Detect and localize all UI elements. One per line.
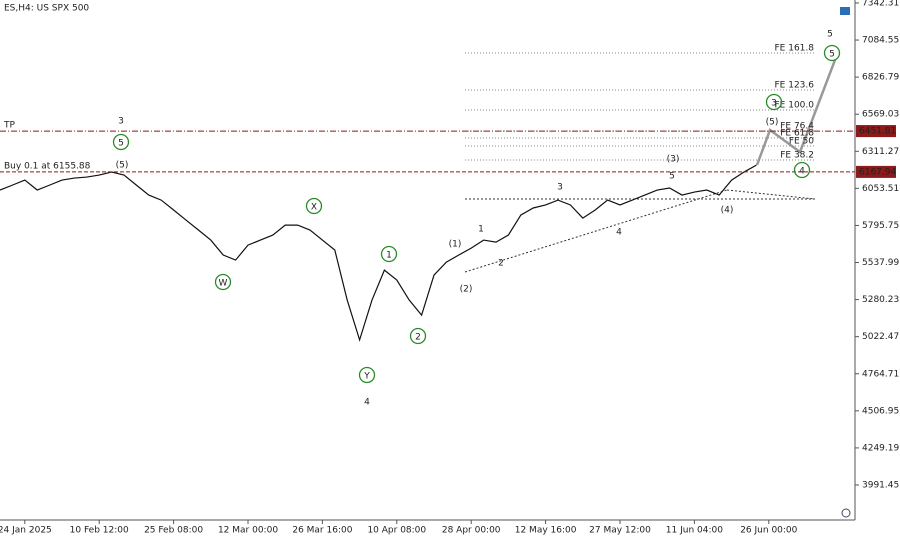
level-label: Buy 0.1 at 6155.88 bbox=[4, 161, 91, 171]
wave-label: 5 bbox=[669, 172, 675, 182]
icon[interactable] bbox=[840, 7, 850, 15]
y-tick-label: 5022.47 bbox=[862, 332, 899, 342]
wave-label: (4) bbox=[721, 206, 734, 216]
x-tick-label: 28 Apr 00:00 bbox=[442, 526, 501, 536]
wave-label: 2 bbox=[498, 259, 504, 269]
wave-label: (1) bbox=[449, 240, 462, 250]
icon[interactable] bbox=[841, 508, 851, 518]
fe-label: FE 76.4 bbox=[780, 122, 814, 132]
y-tick-label: 4506.95 bbox=[862, 406, 899, 416]
wave-circle bbox=[305, 197, 323, 215]
y-tick-label: 6826.79 bbox=[862, 73, 899, 83]
projection bbox=[755, 59, 837, 166]
price-box-label: 6451.81 bbox=[859, 127, 896, 137]
wave-label: W bbox=[219, 279, 228, 289]
wave-label: 4 bbox=[364, 398, 370, 408]
y-tick-label: 6569.03 bbox=[862, 110, 899, 120]
y-tick-label: 5537.99 bbox=[862, 258, 899, 268]
wave-circle bbox=[765, 93, 783, 111]
fe-label: FE 50 bbox=[789, 137, 814, 147]
y-tick-label: 4249.19 bbox=[862, 443, 899, 453]
price-box-label: 6167.94 bbox=[859, 167, 896, 177]
price-box bbox=[856, 165, 896, 178]
level-label: TP bbox=[3, 121, 15, 131]
x-tick-label: 12 May 16:00 bbox=[515, 526, 577, 536]
x-tick-label: 26 Mar 16:00 bbox=[292, 526, 352, 536]
x-tick-label: 10 Apr 08:00 bbox=[367, 526, 426, 536]
trendlines bbox=[464, 189, 816, 273]
wave-circle bbox=[380, 245, 398, 263]
y-tick-label: 4764.71 bbox=[862, 369, 899, 379]
x-tick-label: 12 Mar 00:00 bbox=[218, 526, 278, 536]
x-tick-label: 25 Feb 08:00 bbox=[144, 526, 203, 536]
wave-label: 2 bbox=[415, 333, 421, 343]
wave-label: (2) bbox=[460, 285, 473, 295]
wave-label: (5) bbox=[116, 161, 129, 171]
wave-circle bbox=[214, 273, 232, 291]
fe-label: FE 38.2 bbox=[780, 151, 814, 161]
x-tick-label: 26 Jun 00:00 bbox=[740, 526, 797, 536]
chart-title: ES,H4: US SPX 500 bbox=[4, 4, 89, 14]
y-tick-label: 7084.55 bbox=[862, 36, 899, 46]
x-tick-label: 10 Feb 12:00 bbox=[70, 526, 129, 536]
y-tick-label: 5795.75 bbox=[862, 221, 899, 231]
wave-circle bbox=[409, 327, 427, 345]
wave-label: 3 bbox=[771, 99, 777, 109]
y-tick-label: 7342.31 bbox=[862, 0, 899, 8]
fe-label: FE 61.8 bbox=[780, 129, 814, 139]
wave-label: 5 bbox=[827, 30, 833, 40]
wave-circle bbox=[793, 161, 811, 179]
wave-circle bbox=[823, 44, 841, 62]
y-tick-label: 3991.45 bbox=[862, 480, 899, 490]
fe-label: FE 161.8 bbox=[775, 44, 815, 54]
fe-label: FE 100.0 bbox=[775, 101, 815, 111]
trendline bbox=[464, 189, 728, 273]
x-tick-label: 24 Jan 2025 bbox=[0, 526, 52, 536]
wave-label: 4 bbox=[799, 167, 805, 177]
wave-label: 3 bbox=[118, 117, 124, 127]
y-tick-label: 6053.51 bbox=[862, 184, 899, 194]
x-tick-label: 27 May 12:00 bbox=[589, 526, 651, 536]
wave-label: 4 bbox=[616, 228, 622, 238]
wave-label: 5 bbox=[829, 50, 835, 60]
price-box bbox=[856, 125, 896, 138]
wave-label: 3 bbox=[557, 183, 563, 193]
price-line bbox=[0, 164, 757, 342]
wave-label: Y bbox=[363, 372, 370, 382]
y-tick-label: 5280.23 bbox=[862, 295, 899, 305]
fe-label: FE 123.6 bbox=[775, 81, 815, 91]
wave-label: (5) bbox=[766, 118, 779, 128]
wave-label: 1 bbox=[478, 225, 484, 235]
wave-circle bbox=[112, 133, 130, 151]
wave-label: (3) bbox=[667, 155, 680, 165]
y-tick-label: 6311.27 bbox=[862, 147, 899, 157]
wave-label: 1 bbox=[386, 251, 392, 261]
wave-label: X bbox=[311, 203, 317, 213]
wave-circle bbox=[358, 366, 376, 384]
x-tick-label: 11 Jun 04:00 bbox=[666, 526, 723, 536]
fe-grid bbox=[465, 52, 815, 161]
wave-label: 5 bbox=[118, 139, 124, 149]
trendline bbox=[726, 189, 816, 200]
